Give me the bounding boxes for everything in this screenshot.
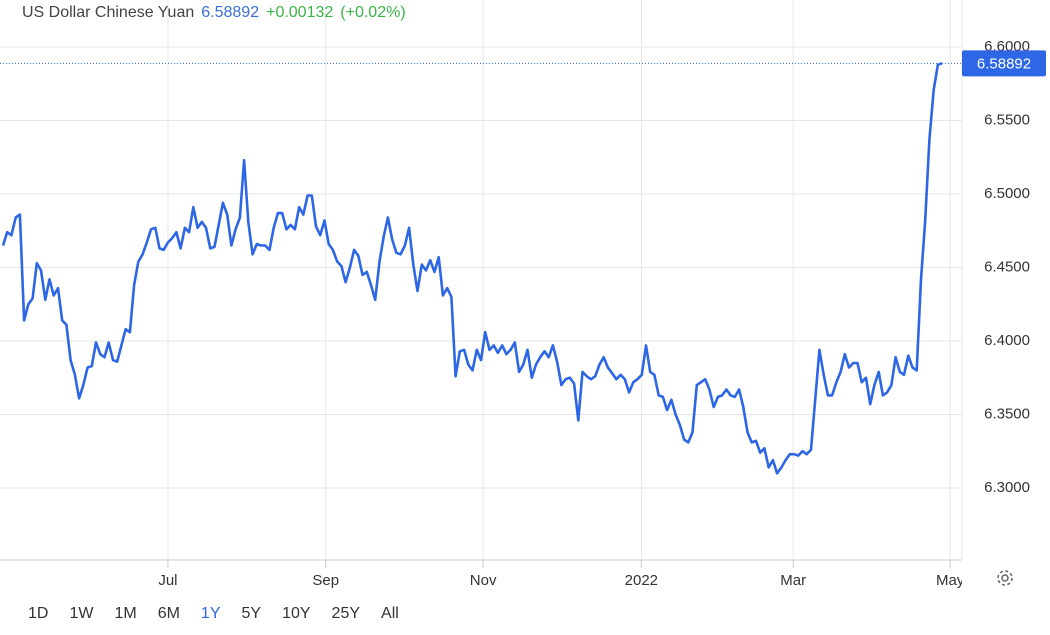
x-tick-label: May [936, 572, 965, 589]
x-tick-label: Jul [158, 572, 177, 589]
price-line [1, 62, 943, 475]
last-price-box [962, 50, 1046, 77]
y-tick-label: 6.5000 [984, 185, 1030, 202]
range-button[interactable]: 6M [157, 605, 180, 622]
x-tick-label: Nov [470, 572, 497, 589]
x-tick-label: Sep [312, 572, 339, 589]
change: +0.00132 [266, 4, 334, 21]
y-tick-label: 6.4000 [984, 332, 1030, 349]
grid [0, 0, 963, 561]
y-tick-label: 6.3500 [984, 405, 1030, 422]
plot: 6.58892 [0, 50, 1046, 475]
gear-inner[interactable] [1001, 574, 1009, 582]
range-selector: 1D 1W 1M 6M 1Y 5Y 10Y 25Y All [28, 605, 420, 623]
header: US Dollar Chinese Yuan 6.58892 +0.00132 … [22, 4, 406, 22]
settings-icon[interactable] [997, 570, 1013, 586]
last-price-label: 6.58892 [977, 55, 1031, 72]
range-button[interactable]: 1W [69, 605, 94, 622]
title: US Dollar Chinese Yuan [22, 4, 195, 21]
x-tick-label: Mar [780, 572, 806, 589]
x-tick-label: 2022 [625, 572, 658, 589]
axes: Jul Sep Nov 2022 Mar May [158, 560, 965, 589]
y-tick-label: 6.5500 [984, 111, 1030, 128]
range-button[interactable]: 5Y [241, 605, 262, 622]
range-button[interactable]: All [381, 605, 399, 622]
y-tick-label: 6.3000 [984, 479, 1030, 496]
range-button[interactable]: 10Y [282, 605, 311, 622]
range-button[interactable]: 1D [28, 605, 49, 622]
y-tick-label: 6.4500 [984, 258, 1030, 275]
range-button[interactable]: 1M [114, 605, 137, 622]
y-axis: 6.30006.35006.40006.45006.50006.55006.60… [984, 38, 1030, 496]
change-percent: (+0.02%) [340, 4, 406, 21]
gear-outer[interactable] [997, 570, 1013, 586]
range-button[interactable]: 25Y [331, 605, 361, 622]
range-button[interactable]: 1Y [200, 605, 221, 622]
price: 6.58892 [201, 4, 260, 21]
